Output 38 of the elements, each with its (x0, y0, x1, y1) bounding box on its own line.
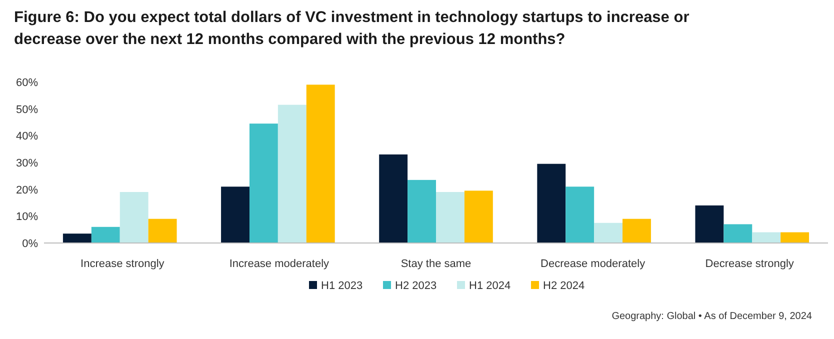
x-tick-label: Increase strongly (80, 258, 165, 270)
legend-label: H1 2023 (321, 280, 363, 292)
legend-label: H1 2024 (469, 280, 511, 292)
bar (436, 192, 464, 243)
bar (120, 192, 148, 243)
bar (622, 218, 651, 243)
bar (221, 186, 250, 243)
bar (306, 84, 335, 243)
bar (566, 186, 594, 243)
bar (62, 234, 92, 243)
bar (379, 154, 408, 243)
bar (752, 232, 781, 243)
y-tick-label: 30% (16, 158, 38, 170)
y-tick-label: 0% (22, 238, 38, 250)
bar (594, 222, 623, 243)
y-tick-label: 40% (16, 130, 38, 143)
y-tick-label: 50% (16, 104, 38, 116)
bar (408, 180, 436, 243)
bar (724, 224, 752, 243)
bar (91, 226, 120, 243)
bar (464, 190, 493, 243)
bar (278, 104, 306, 243)
y-tick-label: 20% (16, 184, 38, 196)
x-tick-label: Decrease moderately (540, 258, 646, 270)
x-tick-label: Decrease strongly (705, 258, 794, 270)
bar (695, 205, 724, 243)
y-tick-label: 10% (16, 211, 38, 224)
x-tick-label: Increase moderately (229, 258, 330, 270)
y-tick-label: 60% (16, 77, 38, 89)
bar (780, 232, 810, 243)
bar (249, 124, 278, 243)
bar (148, 218, 177, 243)
chart-title: Figure 6: Do you expect total dollars of VC investment in technology startups to increase or decrease over the next 12 months compared with the previous 12 months? (14, 9, 690, 48)
bar (537, 164, 566, 243)
x-tick-label: Stay the same (400, 258, 472, 270)
legend-label: H2 2024 (543, 280, 585, 292)
text: Geography: Global • As of December 9, 2024 (612, 311, 812, 322)
legend-label: H2 2023 (395, 280, 437, 292)
